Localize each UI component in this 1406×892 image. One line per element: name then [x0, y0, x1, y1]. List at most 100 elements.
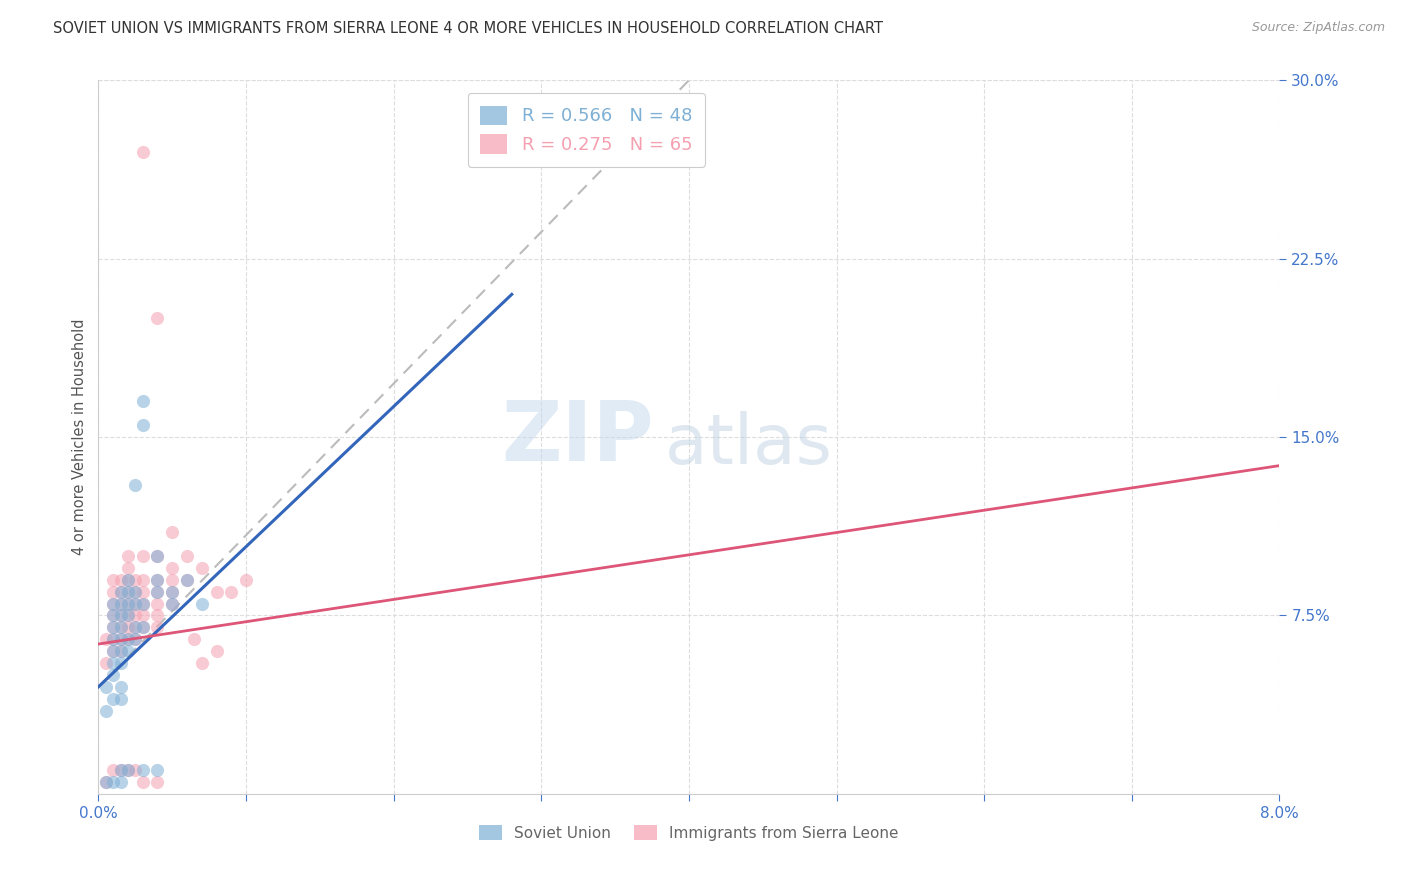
- Point: [132, 394, 155, 409]
- Point: [132, 775, 155, 789]
- Point: [103, 763, 125, 777]
- Point: [132, 573, 155, 587]
- Point: [103, 573, 125, 587]
- Point: [110, 644, 132, 658]
- Point: [191, 561, 214, 575]
- Point: [132, 620, 155, 634]
- Point: [103, 597, 125, 611]
- Point: [110, 632, 132, 647]
- Point: [146, 763, 169, 777]
- Point: [94, 632, 117, 647]
- Point: [117, 632, 139, 647]
- Point: [103, 597, 125, 611]
- Point: [110, 656, 132, 670]
- Point: [110, 597, 132, 611]
- Point: [110, 691, 132, 706]
- Point: [132, 549, 155, 563]
- Point: [103, 644, 125, 658]
- Point: [110, 608, 132, 623]
- Point: [110, 644, 132, 658]
- Point: [117, 763, 139, 777]
- Point: [124, 584, 146, 599]
- Point: [146, 311, 169, 326]
- Point: [117, 597, 139, 611]
- Point: [176, 549, 198, 563]
- Point: [124, 632, 146, 647]
- Point: [146, 584, 169, 599]
- Point: [146, 549, 169, 563]
- Point: [110, 584, 132, 599]
- Point: [124, 597, 146, 611]
- Point: [117, 561, 139, 575]
- Point: [183, 632, 205, 647]
- Point: [110, 608, 132, 623]
- Point: [110, 620, 132, 634]
- Point: [117, 584, 139, 599]
- Point: [110, 763, 132, 777]
- Point: [124, 477, 146, 491]
- Point: [146, 620, 169, 634]
- Legend: Soviet Union, Immigrants from Sierra Leone: Soviet Union, Immigrants from Sierra Leo…: [472, 819, 905, 847]
- Point: [132, 620, 155, 634]
- Point: [162, 597, 183, 611]
- Point: [103, 668, 125, 682]
- Point: [94, 656, 117, 670]
- Point: [146, 573, 169, 587]
- Point: [132, 418, 155, 433]
- Point: [117, 573, 139, 587]
- Point: [235, 573, 257, 587]
- Point: [110, 763, 132, 777]
- Point: [124, 608, 146, 623]
- Point: [110, 775, 132, 789]
- Point: [103, 608, 125, 623]
- Point: [132, 763, 155, 777]
- Point: [117, 644, 139, 658]
- Point: [110, 620, 132, 634]
- Point: [146, 573, 169, 587]
- Point: [191, 597, 214, 611]
- Text: Source: ZipAtlas.com: Source: ZipAtlas.com: [1251, 21, 1385, 34]
- Point: [124, 573, 146, 587]
- Point: [117, 763, 139, 777]
- Point: [146, 608, 169, 623]
- Point: [117, 620, 139, 634]
- Point: [94, 775, 117, 789]
- Point: [117, 549, 139, 563]
- Point: [103, 608, 125, 623]
- Point: [205, 644, 228, 658]
- Point: [221, 584, 243, 599]
- Point: [146, 597, 169, 611]
- Point: [132, 608, 155, 623]
- Point: [146, 775, 169, 789]
- Point: [146, 549, 169, 563]
- Point: [117, 584, 139, 599]
- Point: [132, 145, 155, 159]
- Point: [124, 597, 146, 611]
- Point: [103, 632, 125, 647]
- Point: [117, 573, 139, 587]
- Point: [146, 584, 169, 599]
- Point: [103, 620, 125, 634]
- Point: [103, 691, 125, 706]
- Point: [117, 597, 139, 611]
- Point: [162, 597, 183, 611]
- Y-axis label: 4 or more Vehicles in Household: 4 or more Vehicles in Household: [72, 318, 87, 556]
- Point: [132, 597, 155, 611]
- Point: [110, 597, 132, 611]
- Point: [124, 620, 146, 634]
- Text: ZIP: ZIP: [501, 397, 654, 477]
- Point: [117, 608, 139, 623]
- Text: SOVIET UNION VS IMMIGRANTS FROM SIERRA LEONE 4 OR MORE VEHICLES IN HOUSEHOLD COR: SOVIET UNION VS IMMIGRANTS FROM SIERRA L…: [53, 21, 883, 36]
- Point: [191, 656, 214, 670]
- Point: [103, 656, 125, 670]
- Point: [103, 584, 125, 599]
- Point: [103, 644, 125, 658]
- Point: [94, 680, 117, 694]
- Point: [162, 584, 183, 599]
- Point: [132, 584, 155, 599]
- Point: [117, 632, 139, 647]
- Point: [162, 561, 183, 575]
- Point: [162, 525, 183, 540]
- Point: [124, 763, 146, 777]
- Point: [124, 620, 146, 634]
